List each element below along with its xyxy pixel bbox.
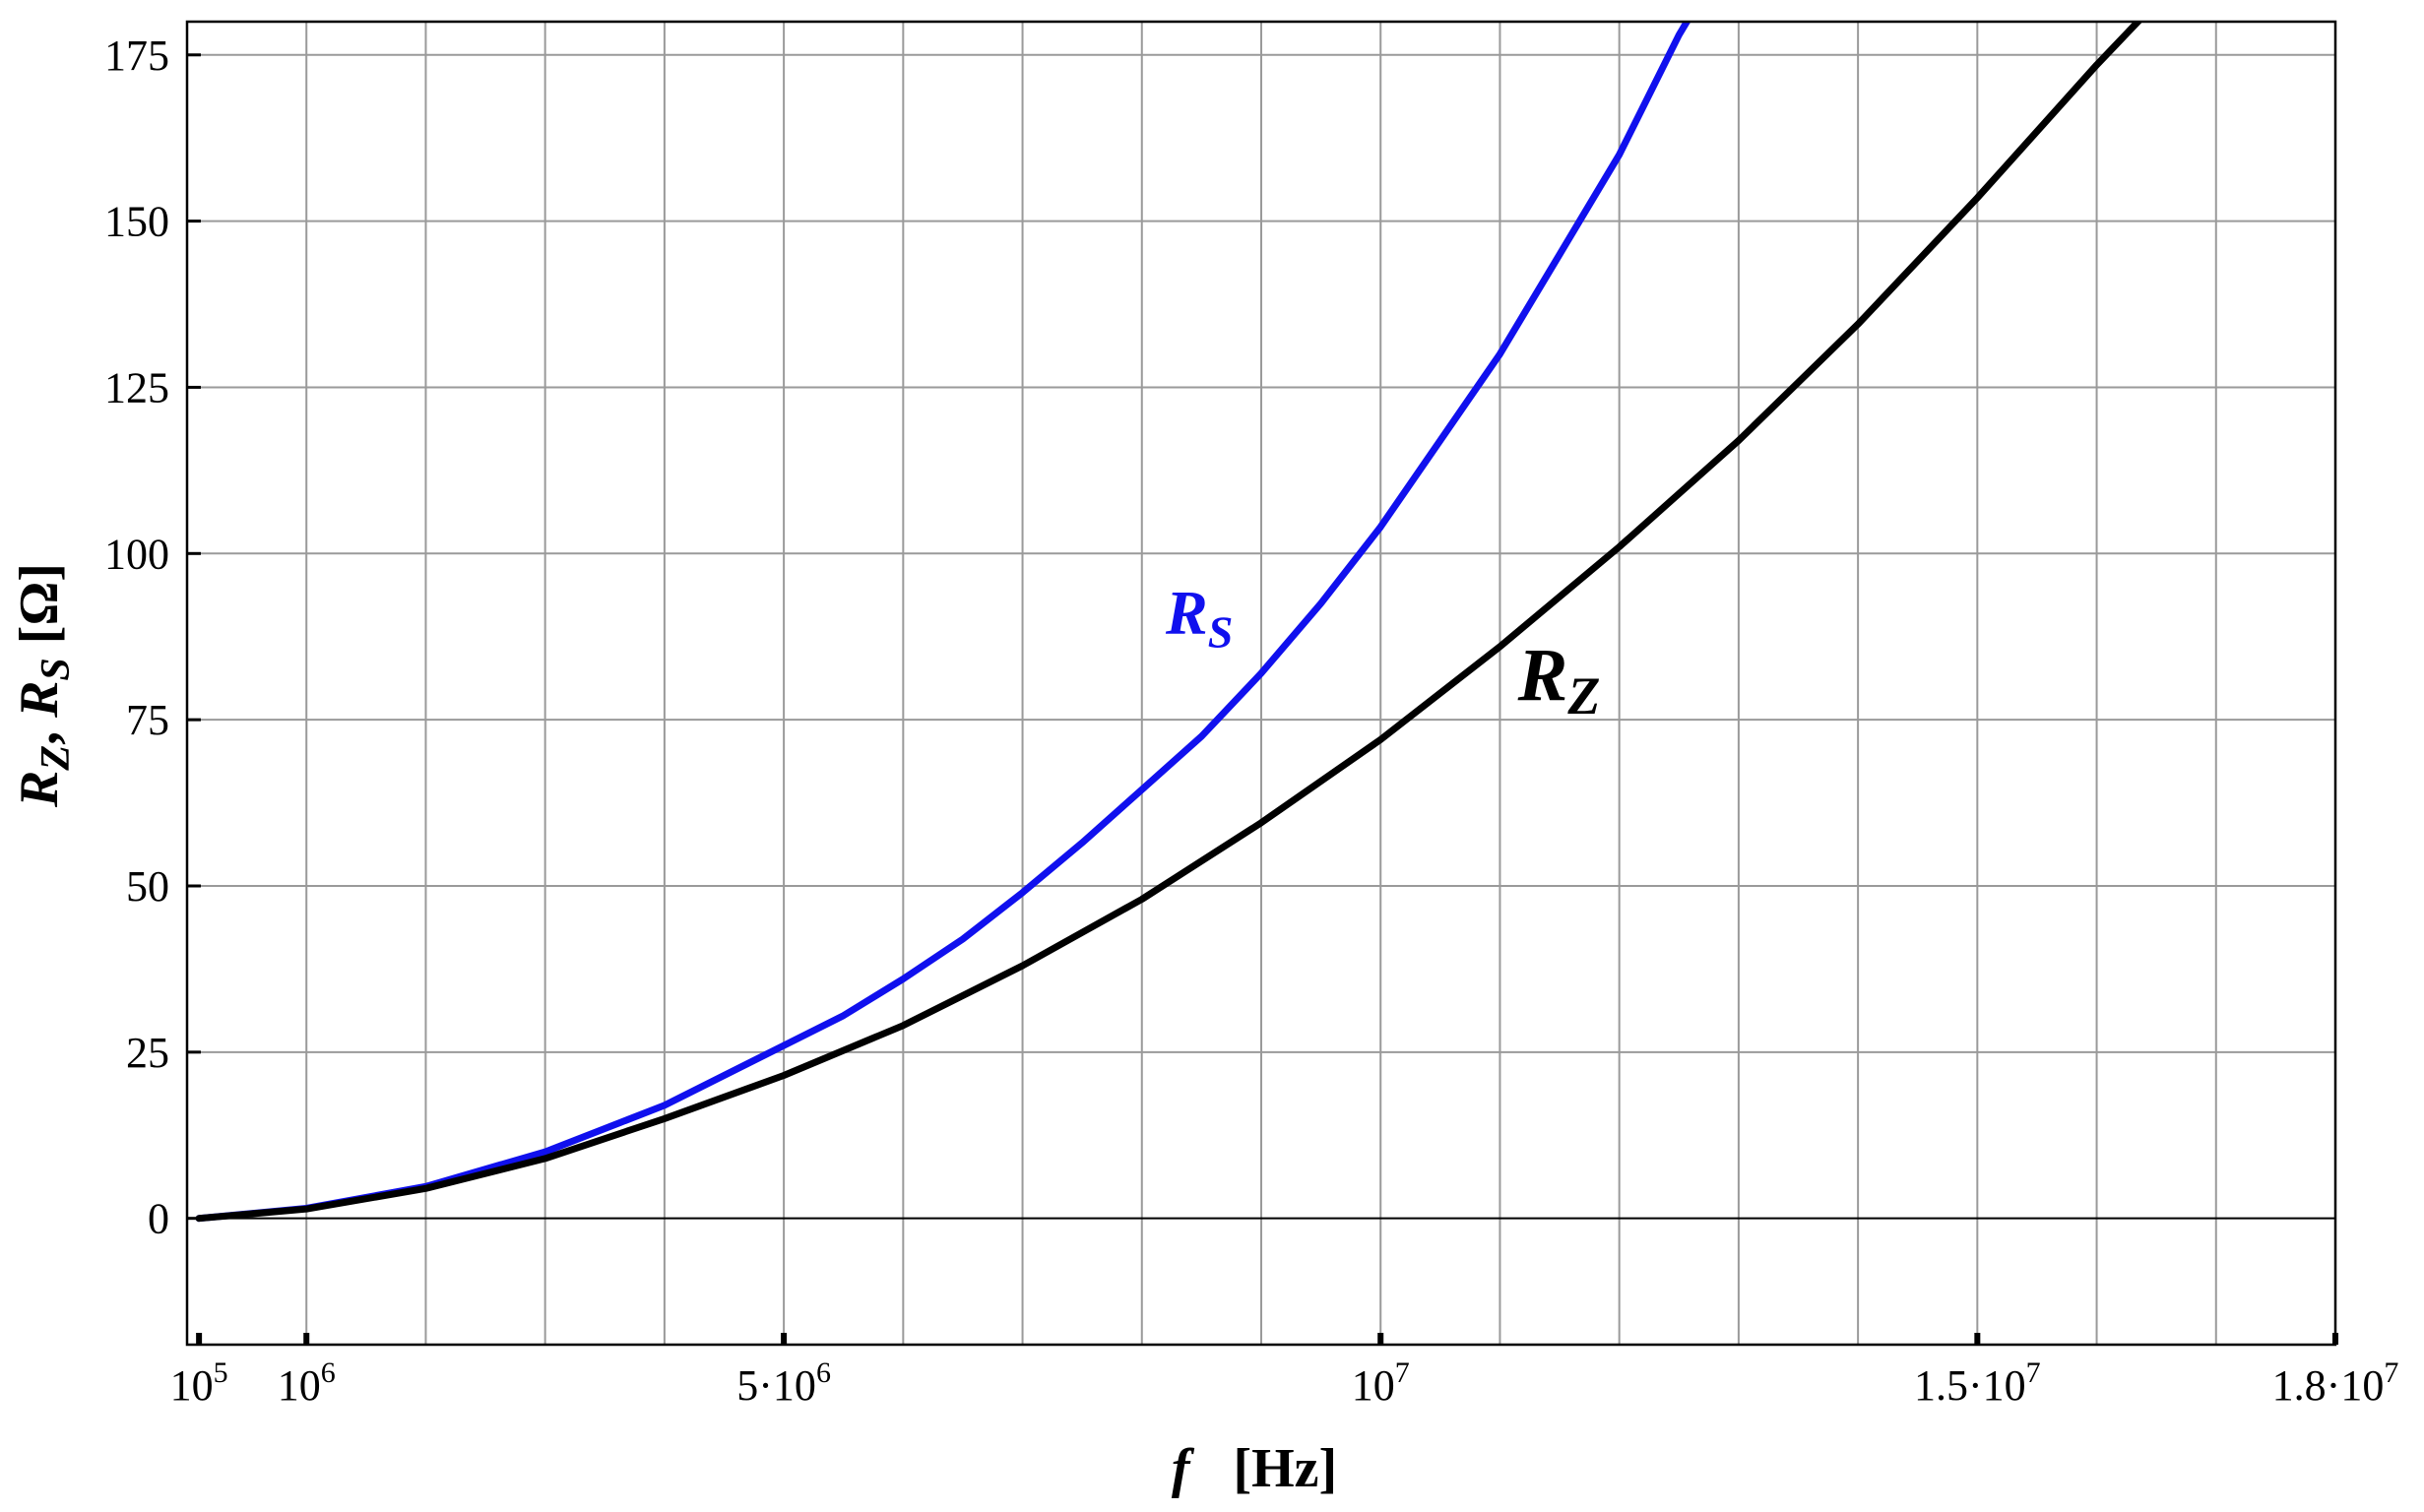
x-tick-base: 10 <box>170 1361 214 1410</box>
x-tick-exponent: 5 <box>214 1356 228 1389</box>
series-label-main: R <box>1517 634 1568 717</box>
y-axis-sep: , <box>9 718 70 745</box>
y-tick-label: 0 <box>148 1195 169 1243</box>
plot-frame <box>185 20 2337 1347</box>
x-tick-exponent: 7 <box>2384 1356 2398 1389</box>
series-line-rz <box>195 22 2143 1223</box>
series-label-rs: RS <box>1165 577 1233 657</box>
x-tick-label: 1.5·107 <box>1914 1356 2041 1410</box>
y-axis-label: RZ, RS [Ω] <box>9 563 79 808</box>
x-tick-base: 10 <box>278 1361 321 1410</box>
x-tick-label: 1.8·107 <box>2272 1356 2399 1410</box>
x-tick-base: 1.5·10 <box>1914 1361 2026 1410</box>
y-tick-label: 75 <box>126 696 169 744</box>
series-line-rs <box>195 22 1691 1223</box>
x-tick-label: 107 <box>1352 1356 1410 1410</box>
y-tick-label: 25 <box>126 1029 169 1077</box>
y-tick-label: 100 <box>104 530 169 578</box>
x-tick-base: 10 <box>1352 1361 1395 1410</box>
y-tick-label: 150 <box>104 198 169 246</box>
x-axis-unit: [Hz] <box>1233 1438 1337 1499</box>
series-label-sub: Z <box>1566 666 1600 725</box>
series-label-rz: RZ <box>1517 634 1601 725</box>
y-tick-label: 175 <box>104 32 169 80</box>
x-axis-ticks: 105 106 5·106 107 1.5·107 1.8·107 <box>170 1333 2399 1410</box>
x-tick-base: 1.8·10 <box>2272 1361 2385 1410</box>
y-axis-s1: Z <box>33 745 79 772</box>
y-axis-r2: R <box>9 681 70 719</box>
x-tick-base: 5·10 <box>736 1361 816 1410</box>
series-label-sub: S <box>1208 606 1234 657</box>
x-tick-exponent: 7 <box>1395 1356 1410 1389</box>
x-tick-label: 105 <box>170 1356 228 1410</box>
y-axis-s2: S <box>33 658 79 680</box>
x-axis-variable: f <box>1172 1438 1195 1499</box>
x-tick-exponent: 6 <box>321 1356 336 1389</box>
series-lines <box>195 22 2143 1223</box>
grid-lines <box>187 22 2335 1345</box>
y-axis-unit: [Ω] <box>9 563 70 658</box>
y-axis-ticks: 0 25 50 75 100 125 150 175 <box>104 32 201 1243</box>
x-tick-exponent: 6 <box>816 1356 831 1389</box>
x-tick-label: 106 <box>278 1356 336 1410</box>
y-tick-label: 125 <box>104 363 169 411</box>
x-axis-label: f [Hz] <box>1172 1438 1337 1499</box>
x-tick-label: 5·106 <box>736 1356 831 1410</box>
series-label-main: R <box>1165 577 1208 647</box>
x-tick-exponent: 7 <box>2026 1356 2041 1389</box>
y-axis-r1: R <box>9 771 70 808</box>
y-tick-label: 50 <box>126 862 169 911</box>
